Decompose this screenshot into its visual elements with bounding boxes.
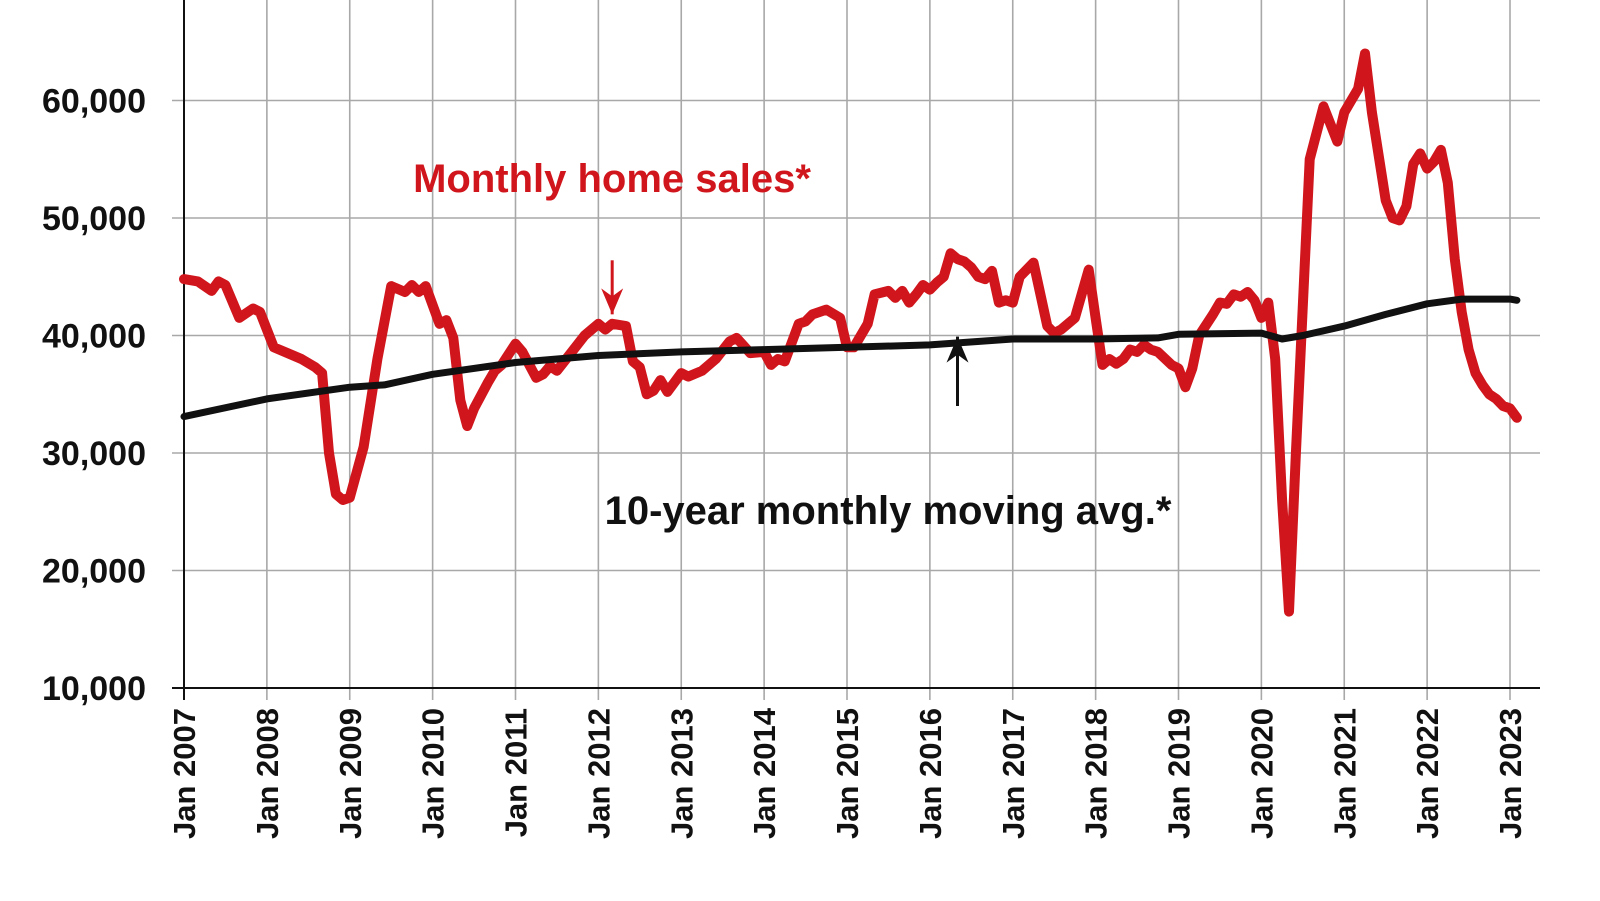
- x-tick-label: Jan 2021: [1327, 708, 1362, 839]
- y-tick-label: 10,000: [42, 670, 146, 708]
- x-tick-label: Jan 2009: [333, 708, 368, 839]
- x-tick-label: Jan 2011: [499, 708, 534, 837]
- moving-average-label: 10-year monthly moving avg.*: [605, 489, 1172, 533]
- x-tick-label: Jan 2016: [913, 708, 948, 839]
- x-tick-label: Jan 2022: [1410, 708, 1445, 839]
- x-tick-label: Jan 2012: [581, 708, 616, 839]
- series-layer: [179, 48, 1522, 617]
- axis-layer: Jan 2007 Jan 2008 Jan 2009 Jan 2010 Jan 2011…: [42, 0, 1540, 839]
- x-tick-label: Jan 2007: [167, 708, 202, 839]
- annotation-layer: Monthly home sales* 10-year monthly movin…: [413, 157, 1172, 533]
- x-tick-label: Jan 2023: [1493, 708, 1528, 839]
- moving-average-line: [180, 295, 1521, 421]
- annotation-arrow-head: [946, 336, 969, 363]
- y-tick-label: 20,000: [42, 553, 146, 591]
- x-tick-label: Jan 2013: [664, 708, 699, 839]
- grid-layer: [172, 0, 1540, 700]
- x-tick-label: Jan 2008: [250, 708, 285, 839]
- x-tick-label: Jan 2015: [830, 708, 865, 839]
- y-tick-label: 40,000: [42, 318, 146, 356]
- x-tick-label: Jan 2010: [416, 708, 451, 839]
- y-tick-label: 60,000: [42, 83, 146, 121]
- x-tick-label: Jan 2014: [747, 707, 782, 839]
- monthly-sales-line: [179, 48, 1522, 617]
- x-tick-label: Jan 2018: [1079, 708, 1114, 839]
- monthly-sales-label: Monthly home sales*: [413, 157, 811, 201]
- y-tick-label: 30,000: [42, 435, 146, 473]
- annotation-arrow-head: [601, 288, 624, 315]
- y-tick-label: 50,000: [42, 200, 146, 238]
- x-tick-label: Jan 2019: [1162, 708, 1197, 839]
- x-tick-label: Jan 2020: [1244, 708, 1279, 839]
- x-tick-label: Jan 2017: [996, 708, 1031, 839]
